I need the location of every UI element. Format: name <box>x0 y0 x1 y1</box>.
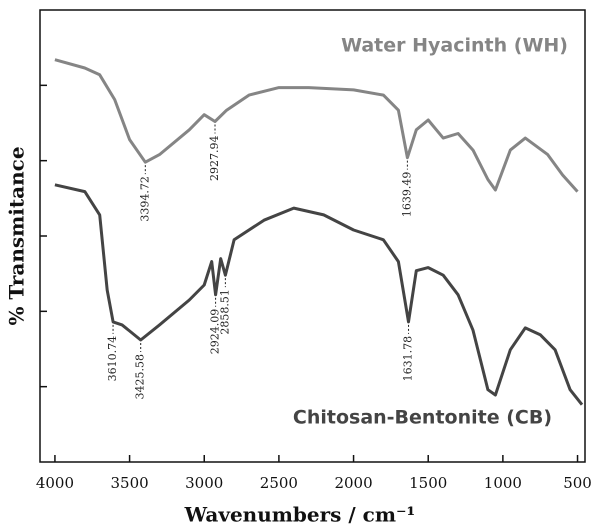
x-tick-label: 3500 <box>110 474 148 492</box>
series-line <box>54 183 584 406</box>
annotation-label: 3394.72 <box>138 176 151 222</box>
y-axis-label: % Transmitance <box>5 146 29 325</box>
series-line <box>54 58 579 193</box>
x-tick-label: 500 <box>563 474 592 492</box>
annotation-label: 3425.58 <box>134 354 147 400</box>
legend-label: Water Hyacinth (WH) <box>341 35 568 57</box>
annotation-label: 3610.74 <box>106 336 119 382</box>
x-tick-label: 1500 <box>409 474 447 492</box>
plot-frame <box>39 9 586 463</box>
x-tick-label: 2000 <box>334 474 372 492</box>
x-tick-label: 4000 <box>36 474 74 492</box>
annotation-label: 1631.78 <box>402 336 415 382</box>
legend-label: Chitosan-Bentonite (CB) <box>293 407 552 429</box>
annotation-label: 1639.49 <box>400 172 413 218</box>
annotation-label: 2858.51 <box>218 289 231 335</box>
x-tick-label: 1000 <box>484 474 522 492</box>
annotation-label: 2927.94 <box>208 135 221 181</box>
x-tick-label: 2500 <box>260 474 298 492</box>
x-tick-label: 3000 <box>185 474 223 492</box>
annotation-label: 2924.09 <box>209 309 222 355</box>
x-axis-label: Wavenumbers / cm⁻¹ <box>184 503 416 527</box>
